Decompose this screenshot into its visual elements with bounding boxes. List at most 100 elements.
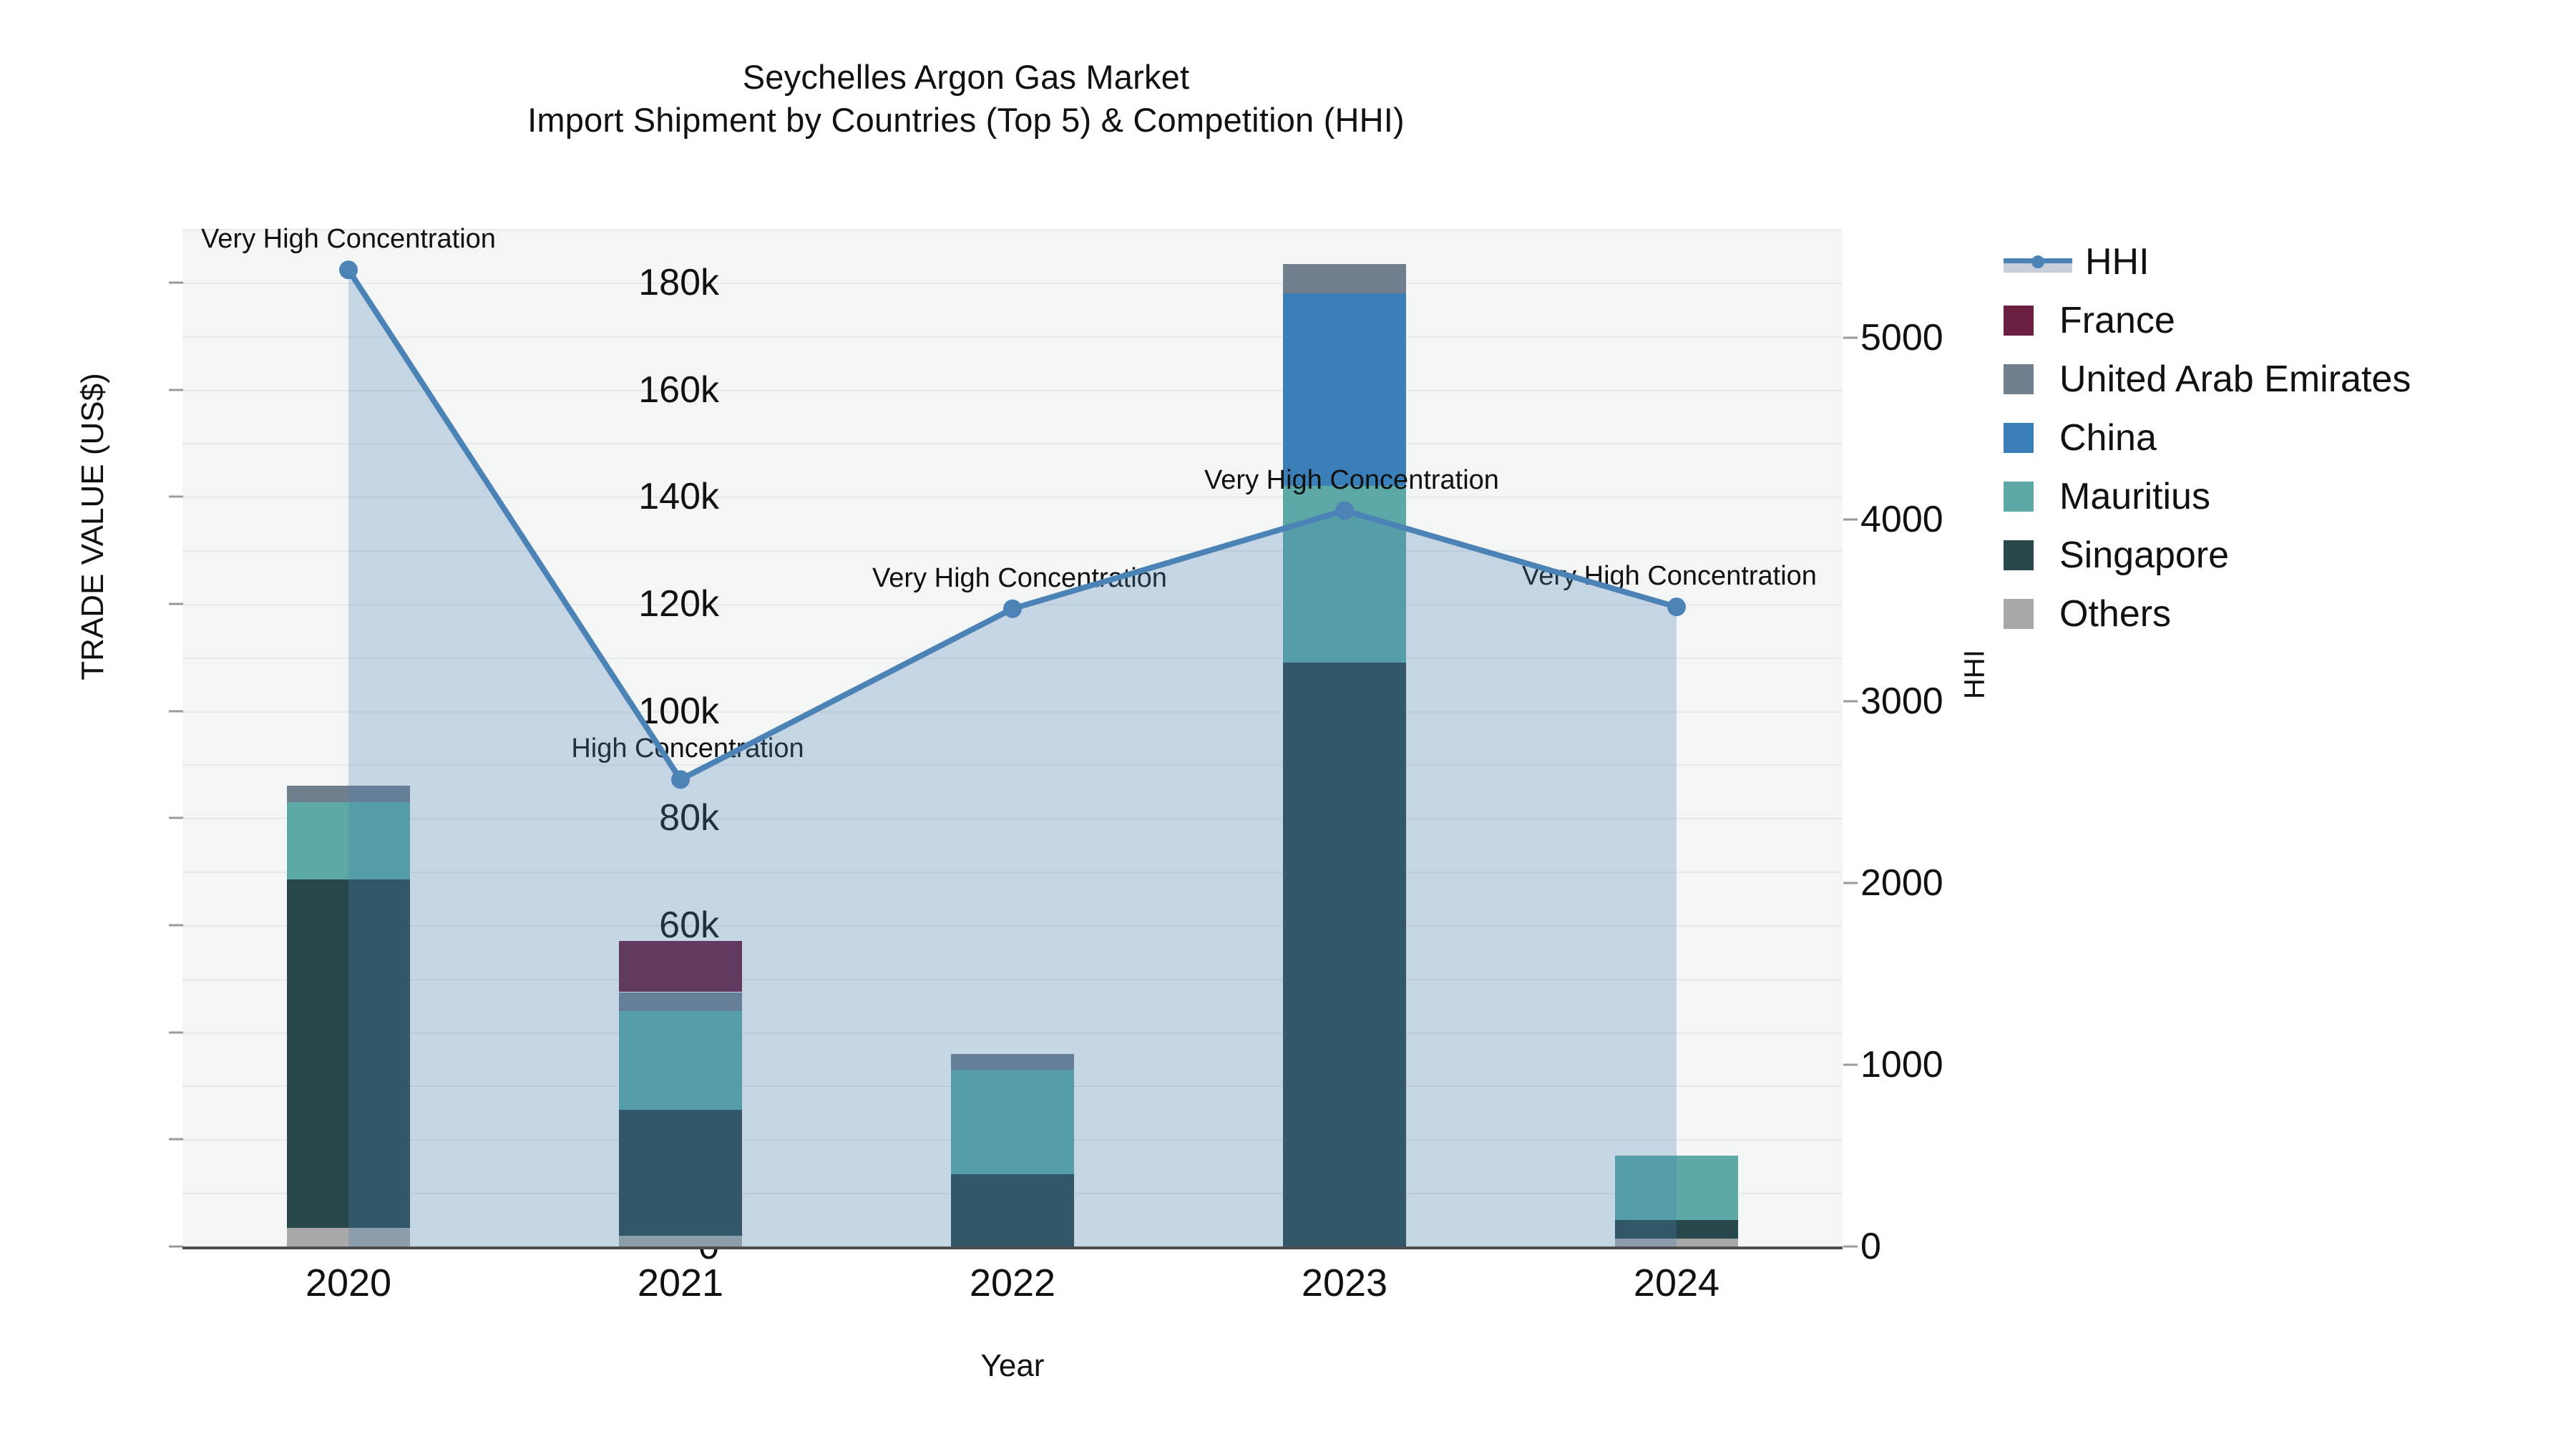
bar-segment[interactable] <box>1283 263 1406 293</box>
grid-line <box>182 1032 1843 1034</box>
concentration-annotation: Very High Concentration <box>1204 464 1499 495</box>
bar-segment[interactable] <box>619 992 742 1011</box>
bar-segment[interactable] <box>287 801 410 880</box>
legend-item[interactable]: China <box>2004 409 2411 467</box>
y-axis-tick-mark-left <box>169 710 183 713</box>
legend-item[interactable]: France <box>2004 291 2411 350</box>
legend-swatch-icon <box>2004 482 2034 512</box>
y-axis-tick-mark-right <box>1843 336 1858 339</box>
chart-title: Seychelles Argon Gas Market Import Shipm… <box>0 56 1932 142</box>
bar-segment[interactable] <box>619 1010 742 1111</box>
bar-segment[interactable] <box>1283 293 1406 487</box>
bar-segment[interactable] <box>1283 663 1406 1246</box>
y-axis-tick-mark-left <box>169 1245 183 1248</box>
legend-swatch-icon <box>2004 540 2034 570</box>
chart-title-line-2: Import Shipment by Countries (Top 5) & C… <box>527 101 1405 140</box>
x-axis-label: Year <box>980 1348 1045 1383</box>
legend-item[interactable]: HHI <box>2004 233 2411 291</box>
y-axis-label-left: TRADE VALUE (US$) <box>75 373 110 680</box>
y-axis-tick-mark-right <box>1843 1063 1858 1066</box>
legend-item[interactable]: Others <box>2004 585 2411 643</box>
y-axis-tick-mark-left <box>169 1031 183 1034</box>
y-axis-tick-mark-right <box>1843 882 1858 884</box>
bar-segment[interactable] <box>619 1110 742 1236</box>
legend-item-label: United Arab Emirates <box>2059 358 2411 400</box>
legend-swatch-icon <box>2004 364 2034 394</box>
bar-segment[interactable] <box>619 941 742 992</box>
x-axis-tick: 2023 <box>1301 1262 1388 1304</box>
bar-segment[interactable] <box>1615 1155 1738 1220</box>
x-axis-tick: 2021 <box>637 1262 724 1304</box>
grid-line <box>182 336 1843 338</box>
y-axis-tick-left: 100k <box>638 690 719 732</box>
x-axis-tick: 2020 <box>305 1262 392 1304</box>
grid-line <box>182 282 1843 284</box>
y-axis-tick-right: 3000 <box>1860 680 1943 723</box>
y-axis-tick-right: 2000 <box>1860 862 1943 904</box>
bar-segment[interactable] <box>1615 1219 1738 1239</box>
bar-segment[interactable] <box>287 1227 410 1246</box>
grid-line <box>182 818 1843 820</box>
y-axis-tick-left: 160k <box>638 369 719 411</box>
legend-swatch-icon <box>2004 306 2034 336</box>
y-axis-tick-right: 1000 <box>1860 1044 1943 1086</box>
x-axis-tick: 2022 <box>969 1262 1056 1304</box>
y-axis-tick-mark-left <box>169 495 183 498</box>
bar-segment[interactable] <box>1283 486 1406 663</box>
y-axis-tick-left: 180k <box>638 261 719 303</box>
bar-segment[interactable] <box>951 1053 1074 1070</box>
y-axis-tick-right: 0 <box>1860 1226 1881 1267</box>
grid-line <box>182 978 1843 980</box>
legend-item-label: Others <box>2059 593 2172 635</box>
grid-line <box>182 389 1843 391</box>
bar-segment[interactable] <box>1615 1238 1738 1246</box>
y-axis-tick-mark-left <box>169 1138 183 1141</box>
grid-line <box>182 924 1843 927</box>
grid-line <box>182 657 1843 659</box>
y-axis-tick-right: 4000 <box>1860 499 1943 541</box>
grid-line <box>182 603 1843 605</box>
y-axis-tick-right: 5000 <box>1860 317 1943 359</box>
legend-item-label: France <box>2059 300 2175 341</box>
y-axis-tick-left: 80k <box>659 797 719 839</box>
concentration-annotation: High Concentration <box>571 733 804 764</box>
grid-line <box>182 229 1843 230</box>
legend-item[interactable]: Mauritius <box>2004 467 2411 526</box>
y-axis-tick-mark-right <box>1843 1245 1858 1248</box>
legend-item[interactable]: United Arab Emirates <box>2004 350 2411 409</box>
legend-swatch-icon <box>2004 599 2034 629</box>
y-axis-tick-left: 140k <box>638 476 719 518</box>
y-axis-tick-left: 120k <box>638 582 719 625</box>
y-axis-tick-mark-left <box>169 924 183 927</box>
legend-item-label: HHI <box>2085 241 2150 283</box>
concentration-annotation: Very High Concentration <box>872 562 1167 593</box>
bar-segment[interactable] <box>951 1070 1074 1174</box>
grid-line <box>182 872 1843 874</box>
legend-swatch-icon <box>2004 423 2034 453</box>
legend-line-icon <box>2004 247 2072 277</box>
chart-title-line-1: Seychelles Argon Gas Market <box>742 58 1190 96</box>
legend-item-label: China <box>2059 417 2157 459</box>
y-axis-tick-mark-left <box>169 602 183 605</box>
y-axis-tick-left: 60k <box>659 904 719 946</box>
y-axis-tick-mark-left <box>169 816 183 819</box>
grid-line <box>182 550 1843 552</box>
legend-item-label: Singapore <box>2059 535 2230 576</box>
grid-line <box>182 711 1843 713</box>
bar-segment[interactable] <box>287 879 410 1228</box>
grid-line <box>182 764 1843 766</box>
y-axis-label-right: HHI <box>1958 650 1991 699</box>
grid-line <box>182 443 1843 445</box>
bar-segment[interactable] <box>287 786 410 802</box>
bar-segment[interactable] <box>951 1174 1074 1246</box>
concentration-annotation: Very High Concentration <box>201 224 496 255</box>
bar-segment[interactable] <box>619 1236 742 1246</box>
grid-line <box>182 497 1843 499</box>
x-axis-line <box>182 1246 1843 1249</box>
y-axis-tick-mark-right <box>1843 700 1858 703</box>
legend-item-label: Mauritius <box>2059 476 2210 517</box>
chart-legend: HHI France United Arab Emirates China Maurit… <box>2004 233 2411 643</box>
y-axis-tick-mark-right <box>1843 518 1858 521</box>
legend-item[interactable]: Singapore <box>2004 526 2411 585</box>
